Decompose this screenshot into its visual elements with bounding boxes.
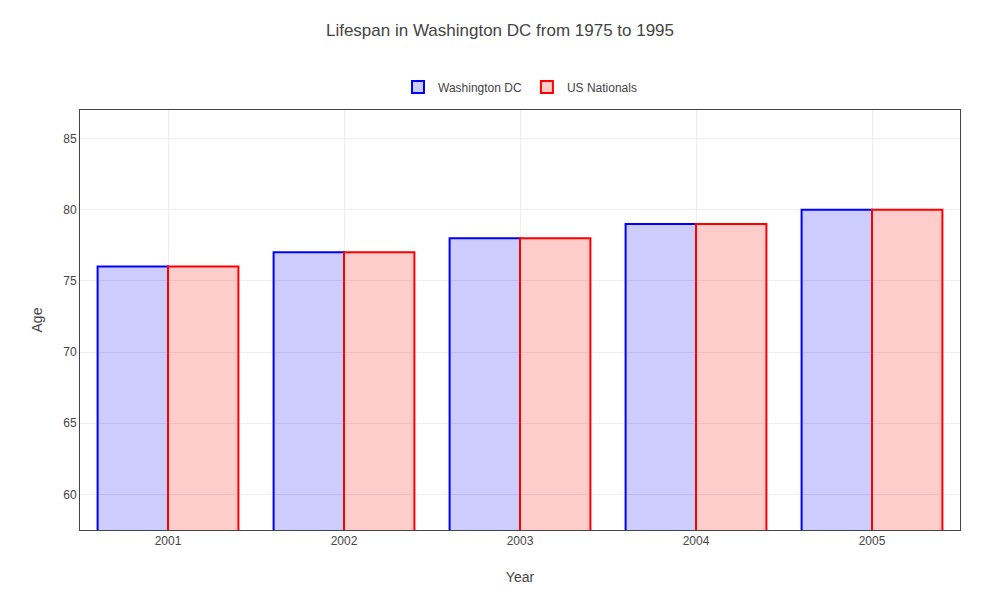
svg-text:Lifespan in Washington DC from: Lifespan in Washington DC from 1975 to 1… [326, 21, 674, 40]
svg-text:75: 75 [63, 274, 77, 288]
svg-text:2005: 2005 [859, 534, 886, 548]
svg-text:2004: 2004 [683, 534, 710, 548]
svg-text:US Nationals: US Nationals [567, 81, 637, 95]
svg-text:2002: 2002 [331, 534, 358, 548]
svg-text:Year: Year [506, 569, 535, 585]
svg-text:Washington DC: Washington DC [438, 81, 522, 95]
svg-text:Age: Age [29, 307, 45, 332]
svg-text:60: 60 [63, 488, 77, 502]
svg-text:85: 85 [63, 132, 77, 146]
svg-text:2003: 2003 [507, 534, 534, 548]
svg-text:2001: 2001 [155, 534, 182, 548]
svg-text:65: 65 [63, 416, 77, 430]
svg-text:70: 70 [63, 345, 77, 359]
svg-text:80: 80 [63, 203, 77, 217]
